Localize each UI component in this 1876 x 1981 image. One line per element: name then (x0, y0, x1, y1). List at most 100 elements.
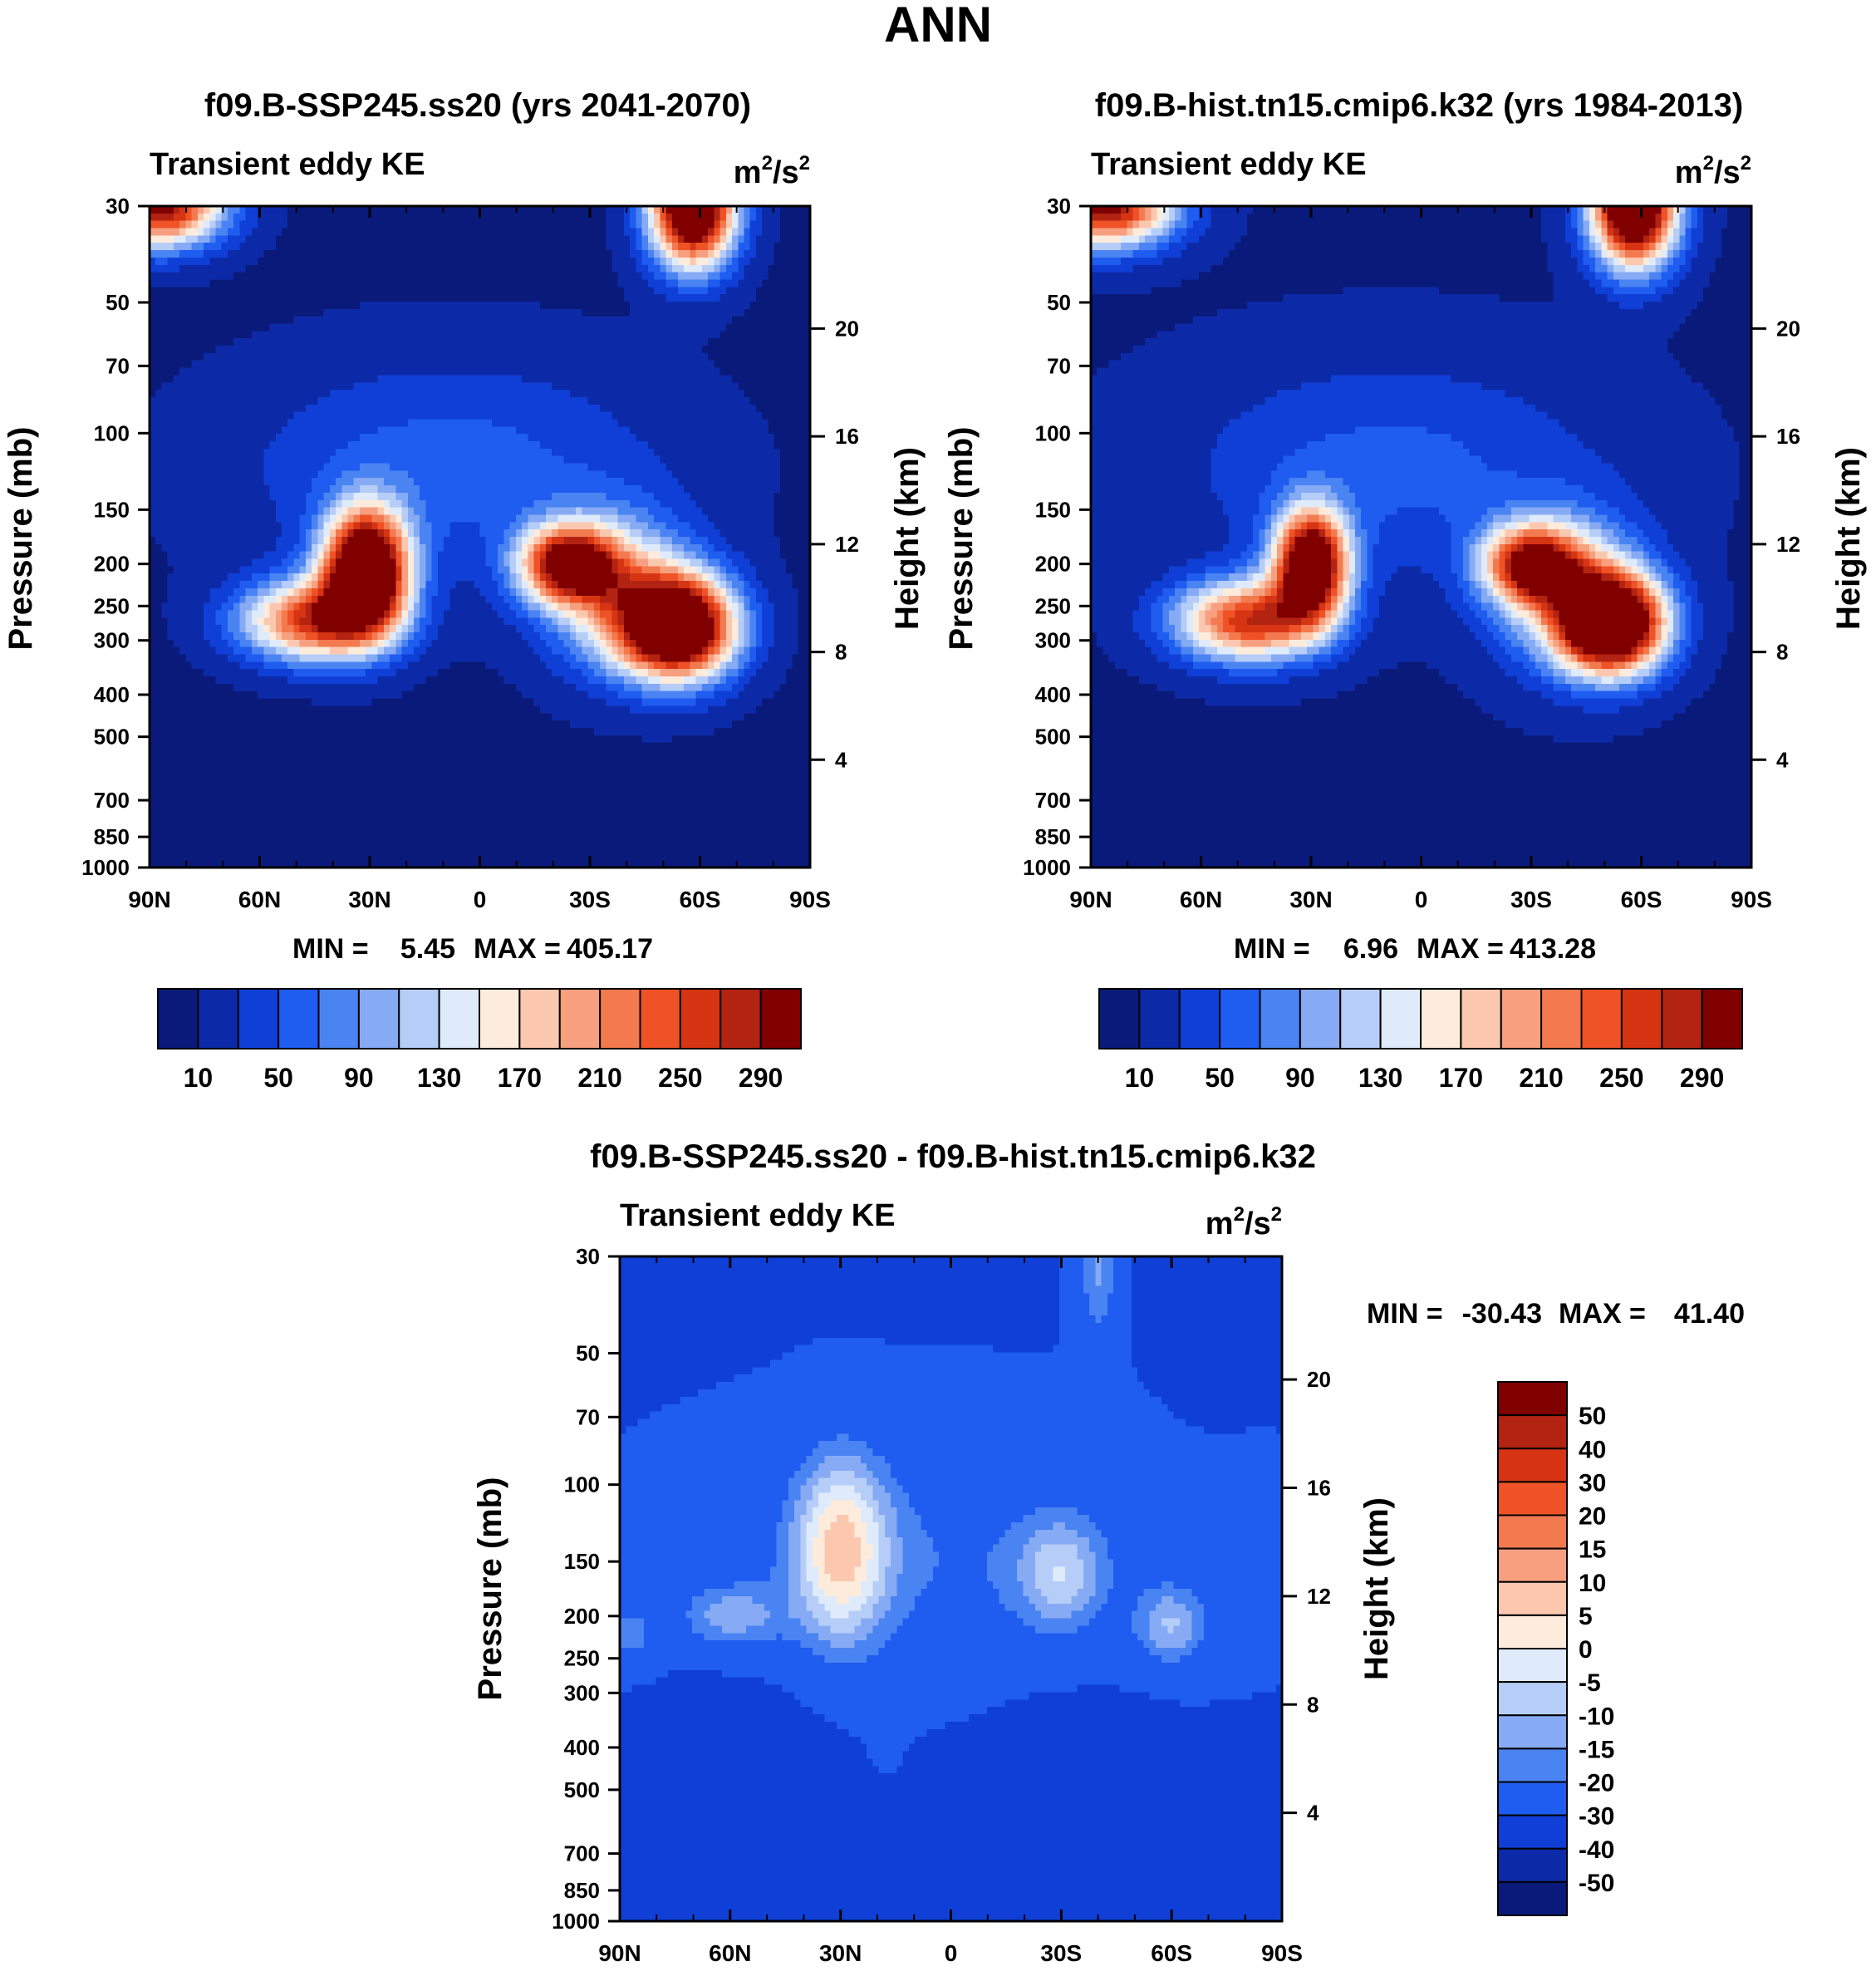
field-cell (239, 265, 246, 273)
field-cell (648, 273, 655, 280)
field-cell (732, 214, 739, 221)
field-cell (168, 250, 174, 258)
field-cell (384, 273, 390, 280)
field-cell (702, 214, 709, 221)
field-cell (390, 243, 396, 250)
field-cell (510, 279, 517, 287)
field-cell (540, 265, 547, 273)
field-cell (600, 214, 607, 221)
field-cell (756, 273, 763, 280)
field-cell (161, 221, 168, 229)
field-cell (330, 229, 336, 236)
field-cell (468, 273, 474, 280)
field-cell (300, 258, 307, 265)
field-cell (161, 258, 168, 265)
field-cell (179, 279, 186, 287)
field-cell (276, 229, 282, 236)
field-cell (618, 279, 625, 287)
field-cell (780, 221, 787, 229)
field-cell (341, 229, 348, 236)
field-cell (209, 250, 216, 258)
field-cell (222, 279, 228, 287)
field-cell (317, 221, 324, 229)
field-cell (474, 265, 480, 273)
field-cell (287, 214, 294, 221)
field-cell (552, 279, 558, 287)
field-cell (696, 258, 703, 265)
field-cell (503, 235, 510, 243)
field-cell (726, 214, 733, 221)
field-cell (425, 279, 432, 287)
field-cell (185, 250, 192, 258)
field-cell (276, 279, 282, 287)
field-cell (300, 229, 307, 236)
field-cell (462, 250, 469, 258)
field-cell (480, 221, 487, 229)
field-cell (414, 265, 420, 273)
field-cell (546, 214, 552, 221)
field-cell (395, 250, 402, 258)
field-cell (402, 250, 409, 258)
field-cell (360, 221, 366, 229)
field-cell (317, 214, 324, 221)
field-cell (552, 250, 558, 258)
field-cell (287, 273, 294, 280)
field-cell (228, 235, 234, 243)
field-cell (408, 265, 415, 273)
field-cell (510, 229, 517, 236)
field-cell (630, 214, 636, 221)
field-cell (263, 221, 270, 229)
field-cell (468, 250, 474, 258)
field-cell (216, 235, 223, 243)
field-cell (786, 273, 793, 280)
field-cell (378, 243, 385, 250)
field-cell (395, 258, 402, 265)
field-cell (216, 258, 223, 265)
field-cell (246, 243, 253, 250)
field-cell (252, 229, 258, 236)
field-cell (744, 229, 751, 236)
field-cell (270, 214, 277, 221)
field-cell (534, 229, 541, 236)
field-cell (324, 214, 331, 221)
field-cell (684, 221, 690, 229)
field-cell (486, 258, 493, 265)
field-cell (384, 221, 390, 229)
field-cell (438, 235, 444, 243)
field-cell (402, 273, 409, 280)
field-cell (744, 235, 751, 243)
field-cell (384, 214, 390, 221)
field-cell (348, 229, 355, 236)
field-cell (258, 273, 264, 280)
field-cell (702, 279, 709, 287)
field-cell (600, 279, 607, 287)
field-cell (438, 279, 444, 287)
field-cell (540, 273, 547, 280)
field-cell (654, 229, 661, 236)
field-cell (480, 229, 487, 236)
field-cell (371, 279, 378, 287)
field-cell (762, 221, 769, 229)
field-cell (222, 273, 228, 280)
field-cell (456, 214, 463, 221)
field-cell (660, 214, 666, 221)
field-cell (612, 250, 619, 258)
field-cell (420, 221, 426, 229)
field-cell (233, 235, 240, 243)
field-cell (432, 229, 439, 236)
field-cell (354, 221, 361, 229)
field-cell (155, 258, 162, 265)
field-cell (402, 243, 409, 250)
field-cell (204, 243, 210, 250)
field-cell (468, 214, 474, 221)
field-cell (480, 258, 487, 265)
field-cell (384, 258, 390, 265)
field-cell (792, 221, 798, 229)
field-cell (438, 221, 444, 229)
field-cell (786, 235, 793, 243)
field-cell (636, 273, 642, 280)
field-cell (179, 214, 186, 221)
field-cell (317, 235, 324, 243)
field-cell (492, 214, 498, 221)
field-cell (714, 229, 720, 236)
